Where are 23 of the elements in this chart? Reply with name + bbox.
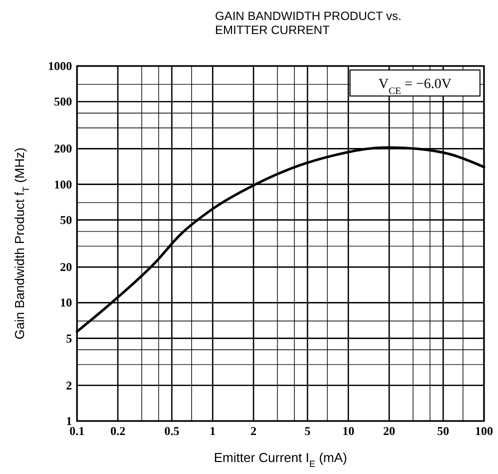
x-tick-label: 1 [210, 424, 216, 438]
y-tick-label: 1000 [48, 59, 72, 73]
y-tick-label: 10 [60, 296, 72, 310]
y-tick-label: 1 [66, 414, 72, 428]
x-tick-label: 10 [342, 424, 354, 438]
x-tick-label: 2 [250, 424, 257, 438]
y-tick-label: 20 [60, 260, 72, 274]
y-tick-label: 50 [60, 212, 72, 227]
x-tick-label: 100 [475, 424, 493, 438]
y-tick-label: 200 [54, 142, 72, 156]
y-tick-label: 500 [54, 94, 72, 109]
y-tick-label: 2 [66, 378, 72, 392]
annotation: V$_{CE}$ = −6.0V [378, 77, 452, 96]
y-tick-label: 100 [54, 177, 72, 192]
x-tick-label: 0.5 [164, 424, 180, 438]
y-tick-label: 5 [66, 331, 72, 346]
x-tick-label: 20 [383, 424, 396, 438]
chart-title: GAIN BANDWIDTH PRODUCT vs. EMITTER CURRENT [215, 9, 402, 37]
x-axis-title: Emitter Current I$_{E}$ (mA) [214, 450, 348, 469]
x-tick-label: 0.2 [110, 424, 126, 438]
x-tick-label: 50 [437, 424, 450, 438]
x-tick-label: 0.1 [70, 424, 84, 438]
x-tick-label: 5 [304, 424, 310, 438]
